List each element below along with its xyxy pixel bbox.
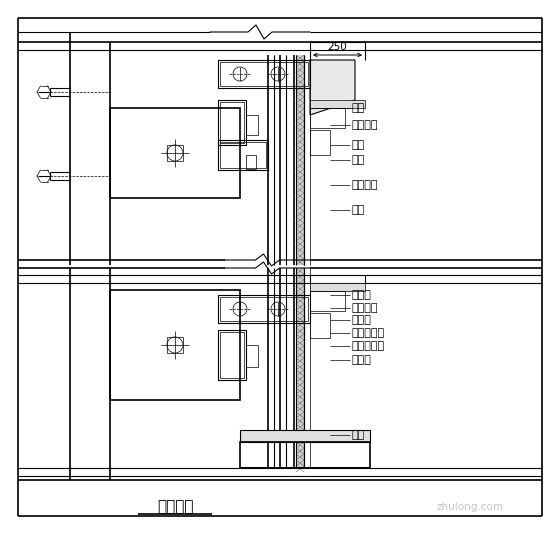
Text: 耐候密封胶: 耐候密封胶 xyxy=(352,341,385,351)
Bar xyxy=(110,290,240,400)
Text: 纵剖面图: 纵剖面图 xyxy=(157,499,193,514)
Polygon shape xyxy=(310,60,355,115)
Bar xyxy=(220,142,266,168)
Text: 不锈钢螺栓: 不锈钢螺栓 xyxy=(352,328,385,338)
Bar xyxy=(240,442,370,468)
Bar xyxy=(296,268,304,468)
Bar xyxy=(310,108,345,128)
Bar xyxy=(218,60,310,88)
Bar xyxy=(246,155,256,169)
Bar xyxy=(220,332,244,378)
Bar xyxy=(218,140,268,170)
Text: 铝板: 铝板 xyxy=(352,430,365,440)
Bar xyxy=(220,102,244,143)
Bar xyxy=(240,430,370,442)
Bar xyxy=(246,345,258,367)
Text: 铝板: 铝板 xyxy=(352,103,365,113)
Text: 立柱: 立柱 xyxy=(352,205,365,215)
Text: 250: 250 xyxy=(327,42,347,52)
Bar xyxy=(310,100,365,108)
Text: 双面胶贴: 双面胶贴 xyxy=(352,303,379,313)
Bar xyxy=(246,115,258,135)
Bar xyxy=(296,55,304,265)
Bar xyxy=(218,330,246,380)
Bar xyxy=(218,295,310,323)
Text: 镀膜玻璃: 镀膜玻璃 xyxy=(352,180,379,190)
Bar xyxy=(167,337,183,353)
Text: 结构胶: 结构胶 xyxy=(352,315,372,325)
Bar xyxy=(220,297,308,321)
Bar xyxy=(218,100,246,145)
Text: zhulong.com: zhulong.com xyxy=(436,502,503,512)
Bar xyxy=(310,130,330,155)
Text: 铝角码: 铝角码 xyxy=(352,290,372,300)
Bar xyxy=(310,291,345,311)
Bar xyxy=(310,283,365,291)
Bar xyxy=(167,145,183,161)
Bar xyxy=(220,62,308,86)
Bar xyxy=(310,313,330,338)
Text: 固定扇料: 固定扇料 xyxy=(352,120,379,130)
Text: 胶条: 胶条 xyxy=(352,140,365,150)
Text: 泡沫条: 泡沫条 xyxy=(352,355,372,365)
Bar xyxy=(110,108,240,198)
Text: 横梁: 横梁 xyxy=(352,155,365,165)
